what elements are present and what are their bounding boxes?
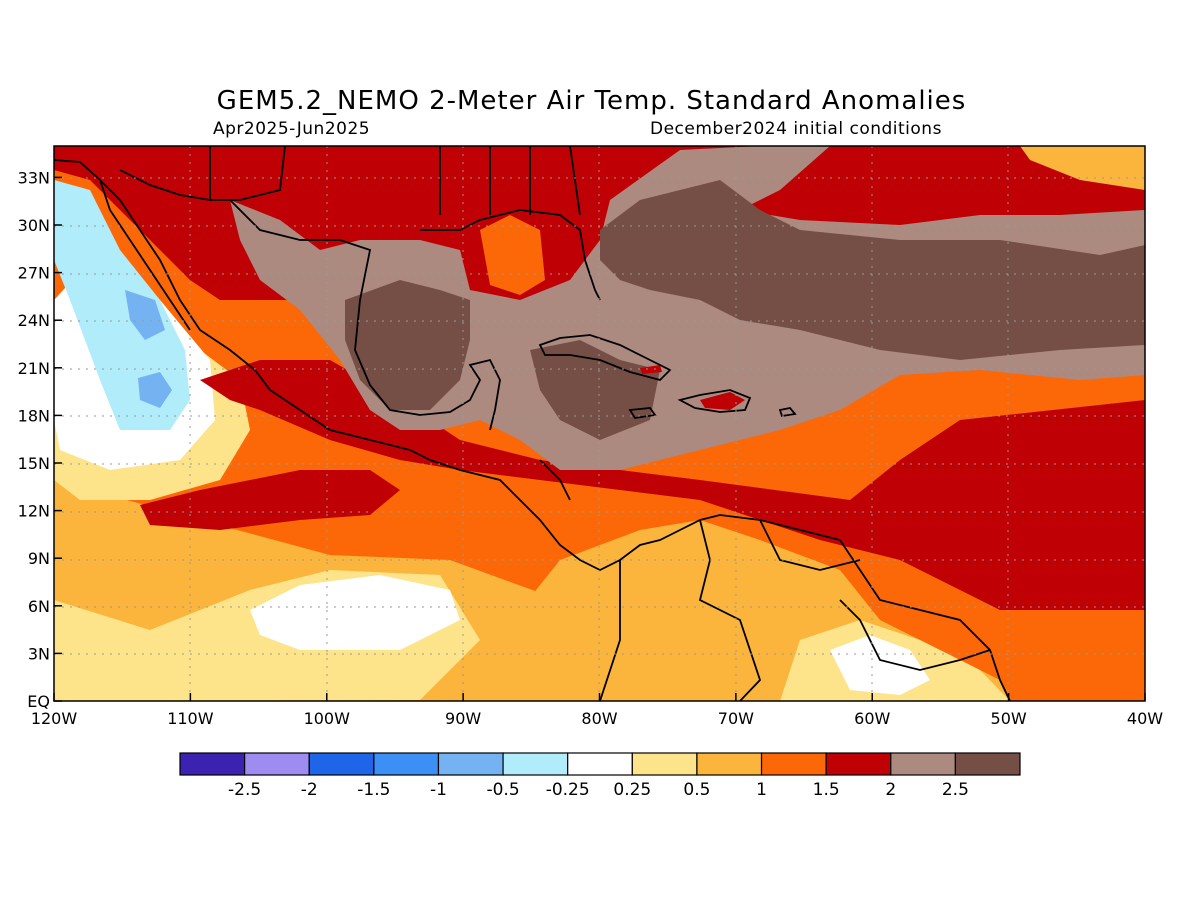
lon-tick-label: 40W bbox=[1127, 709, 1163, 728]
lon-tick-label: 90W bbox=[445, 709, 481, 728]
colorbar-swatch bbox=[179, 752, 246, 776]
colorbar-label: 2.5 bbox=[942, 780, 969, 800]
lon-tick-label: 110W bbox=[167, 709, 214, 728]
colorbar-swatch bbox=[308, 752, 375, 776]
lat-tick-label: EQ bbox=[27, 692, 50, 711]
colorbar-label: -0.5 bbox=[486, 780, 519, 800]
graticule bbox=[54, 146, 1145, 701]
colorbar-label: 0.5 bbox=[683, 780, 710, 800]
lat-tick-label: 6N bbox=[28, 597, 50, 616]
colorbar-swatch bbox=[696, 752, 763, 776]
colorbar-label: -2.5 bbox=[228, 780, 261, 800]
lat-tick-label: 24N bbox=[18, 311, 50, 330]
lon-tick-label: 120W bbox=[31, 709, 78, 728]
colorbar-swatch bbox=[373, 752, 440, 776]
colorbar-swatch bbox=[502, 752, 569, 776]
colorbar-swatch bbox=[825, 752, 892, 776]
colorbar-label: 1.5 bbox=[813, 780, 840, 800]
colorbar-label: 1 bbox=[756, 780, 767, 800]
longitude-axis: 120W 110W 100W 90W 80W 70W 60W 50W 40W bbox=[31, 693, 1163, 728]
lat-tick-label: 33N bbox=[18, 168, 50, 187]
colorbar-swatch bbox=[760, 752, 827, 776]
colorbar-swatch bbox=[437, 752, 504, 776]
lat-tick-label: 18N bbox=[18, 406, 50, 425]
colorbar-label: -1.5 bbox=[357, 780, 390, 800]
lon-tick-label: 50W bbox=[991, 709, 1027, 728]
lat-tick-label: 9N bbox=[28, 549, 50, 568]
colorbar-swatch bbox=[244, 752, 310, 776]
latitude-axis: EQ 3N 6N 9N 12N 15N 18N 21N 24N 27N 30N 33N bbox=[18, 168, 62, 711]
lon-tick-label: 80W bbox=[581, 709, 617, 728]
colorbar-swatch bbox=[954, 752, 1021, 776]
map-title: GEM5.2_NEMO 2-Meter Air Temp. Standard A… bbox=[216, 86, 967, 116]
lon-tick-label: 60W bbox=[854, 709, 890, 728]
coastlines bbox=[54, 146, 1011, 701]
colorbar-swatch bbox=[890, 752, 956, 776]
colorbar-swatch bbox=[567, 752, 633, 776]
shaded-field bbox=[54, 146, 1145, 701]
colorbar-swatch bbox=[631, 752, 698, 776]
colorbar-label: -0.25 bbox=[546, 780, 590, 800]
colorbar-label: -2 bbox=[301, 780, 318, 800]
lon-tick-label: 70W bbox=[718, 709, 754, 728]
initial-conditions: December2024 initial conditions bbox=[650, 119, 942, 139]
lat-tick-label: 30N bbox=[18, 216, 50, 235]
lat-tick-label: 27N bbox=[18, 264, 50, 283]
colorbar-label: 2 bbox=[885, 780, 896, 800]
lon-tick-label: 100W bbox=[304, 709, 351, 728]
lat-tick-label: 12N bbox=[18, 502, 50, 521]
forecast-period: Apr2025-Jun2025 bbox=[213, 119, 371, 139]
lat-tick-label: 15N bbox=[18, 454, 50, 473]
lat-tick-label: 3N bbox=[28, 644, 50, 663]
colorbar: -2.5 -2 -1.5 -1 -0.5 -0.25 0.25 0.5 1 1.5 2 2.5 bbox=[179, 752, 1021, 800]
colorbar-label: -1 bbox=[430, 780, 447, 800]
colorbar-label: 0.25 bbox=[613, 780, 651, 800]
lat-tick-label: 21N bbox=[18, 359, 50, 378]
